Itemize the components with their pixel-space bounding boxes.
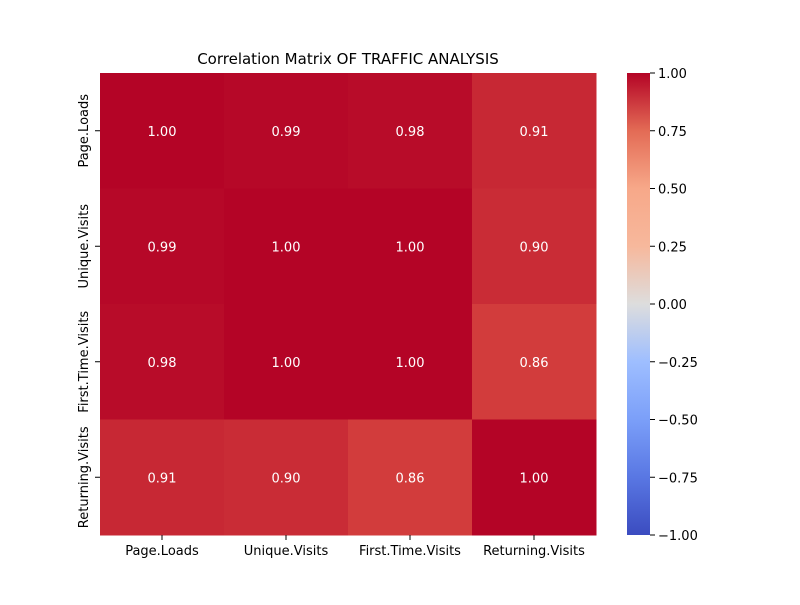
y-tick-label: Returning.Visits — [77, 426, 92, 528]
x-tick-label: First.Time.Visits — [359, 544, 461, 559]
colorbar-tick-label: 0.75 — [658, 125, 687, 140]
heatmap-cell-label: 0.90 — [272, 471, 301, 486]
colorbar: 1.00 0.75 0.50 0.25 0.00 −0.25 −0.50 −0.75 −1.00 — [627, 67, 698, 544]
heatmap-cell-label: 0.99 — [148, 240, 177, 255]
heatmap-cell — [224, 188, 349, 305]
heatmap-cell-label: 1.00 — [396, 356, 425, 371]
colorbar-tick-label: 1.00 — [658, 67, 687, 82]
heatmap-cell-label: 1.00 — [272, 240, 301, 255]
colorbar-tick-label: 0.25 — [658, 240, 687, 255]
colorbar-tick-label: −0.25 — [658, 356, 698, 371]
heatmap-cell-labels: 1.00 0.99 0.98 0.91 0.99 1.00 1.00 0.90 0.98 1.00… — [148, 125, 549, 487]
colorbar-tick-label: −0.75 — [658, 471, 698, 486]
heatmap-cell — [472, 304, 597, 420]
x-tick-label: Page.Loads — [125, 544, 199, 559]
heatmap-cell — [348, 304, 473, 420]
colorbar-gradient — [627, 73, 650, 535]
heatmap-cell — [348, 188, 473, 305]
x-axis: Page.Loads Unique.Visits First.Time.Visits… — [125, 535, 585, 559]
y-tick-label: Page.Loads — [77, 94, 92, 168]
colorbar-tick-label: 0.00 — [658, 298, 687, 313]
heatmap-cell — [472, 419, 597, 536]
heatmap-cell — [224, 304, 349, 420]
colorbar-tick-label: −1.00 — [658, 529, 698, 544]
heatmap-cell-label: 0.91 — [148, 471, 177, 486]
heatmap-cell — [224, 419, 349, 536]
heatmap-cell-label: 1.00 — [148, 125, 177, 140]
heatmap-cell — [348, 73, 473, 189]
heatmap-cell — [100, 73, 225, 189]
heatmap-cell-label: 0.98 — [148, 356, 177, 371]
x-tick-label: Returning.Visits — [483, 544, 585, 559]
heatmap-cell-label: 1.00 — [520, 471, 549, 486]
heatmap-cell-label: 0.90 — [520, 240, 549, 255]
heatmap-cell — [348, 419, 473, 536]
heatmap-cell — [472, 73, 597, 189]
heatmap-cell — [472, 188, 597, 305]
heatmap-cell — [100, 188, 225, 305]
heatmap-cell-label: 0.86 — [520, 356, 549, 371]
heatmap-cell — [224, 73, 349, 189]
y-tick-label: Unique.Visits — [77, 204, 92, 289]
heatmap-cell-label: 1.00 — [272, 356, 301, 371]
heatmap-cell-label: 0.86 — [396, 471, 425, 486]
heatmap-cell-label: 1.00 — [396, 240, 425, 255]
colorbar-ticks: 1.00 0.75 0.50 0.25 0.00 −0.25 −0.50 −0.75 −1.00 — [650, 67, 698, 544]
heatmap-cell — [100, 304, 225, 420]
colorbar-tick-label: 0.50 — [658, 183, 687, 198]
chart-title: Correlation Matrix OF TRAFFIC ANALYSIS — [197, 50, 499, 68]
heatmap-cells — [100, 73, 597, 536]
heatmap-cell-label: 0.98 — [396, 125, 425, 140]
heatmap-cell — [100, 419, 225, 536]
colorbar-tick-label: −0.50 — [658, 414, 698, 429]
heatmap-cell-label: 0.91 — [520, 125, 549, 140]
y-axis: Page.Loads Unique.Visits First.Time.Visits… — [77, 94, 100, 528]
x-tick-label: Unique.Visits — [244, 544, 329, 559]
y-tick-label: First.Time.Visits — [77, 311, 92, 413]
heatmap-cell-label: 0.99 — [272, 125, 301, 140]
